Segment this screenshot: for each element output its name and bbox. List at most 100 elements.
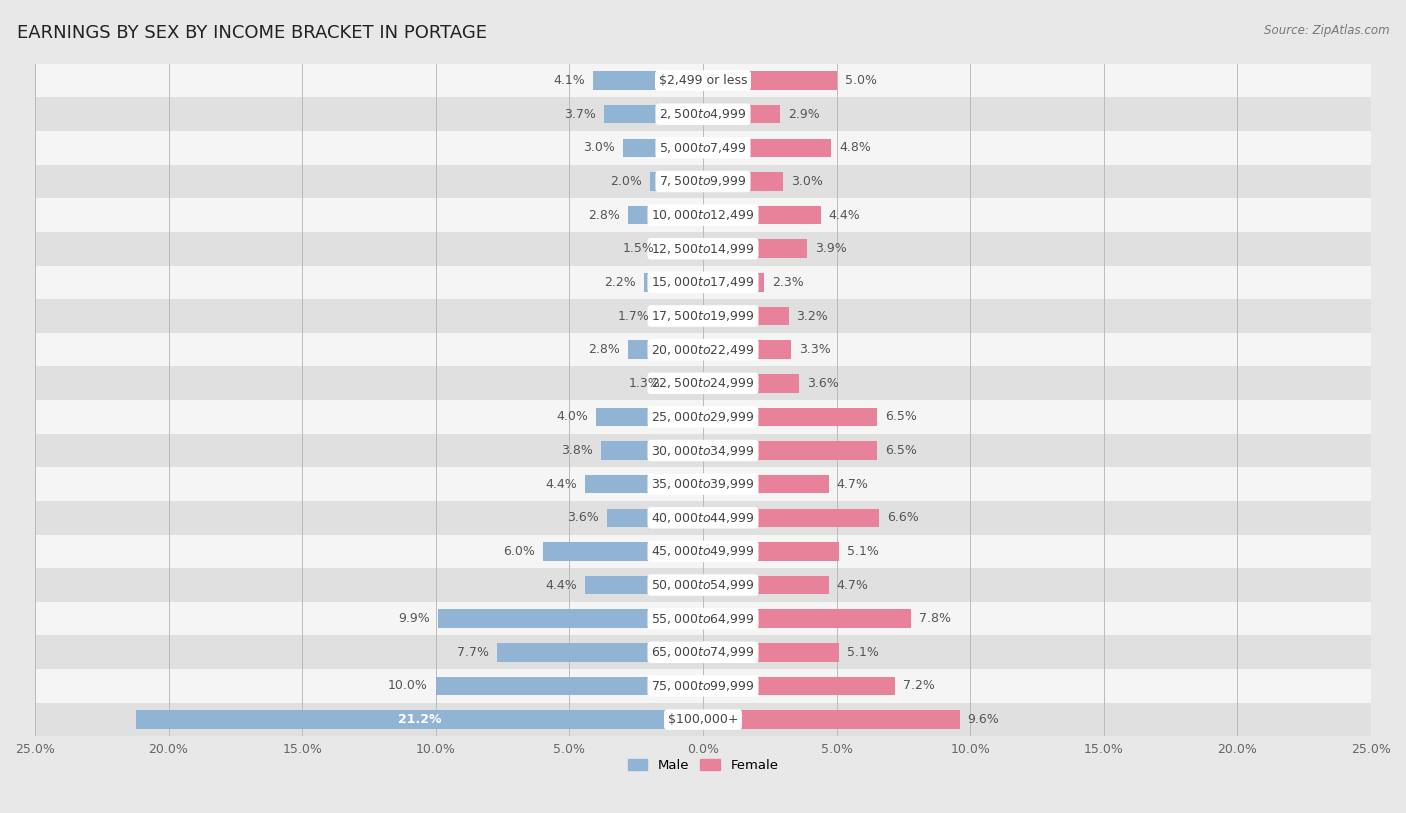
Bar xyxy=(644,273,703,292)
Text: 2.9%: 2.9% xyxy=(789,108,820,120)
Text: $17,500 to $19,999: $17,500 to $19,999 xyxy=(651,309,755,323)
Bar xyxy=(35,333,1371,367)
Text: $40,000 to $44,999: $40,000 to $44,999 xyxy=(651,511,755,524)
Bar xyxy=(596,407,703,426)
Text: $45,000 to $49,999: $45,000 to $49,999 xyxy=(651,545,755,559)
Text: 3.3%: 3.3% xyxy=(799,343,831,356)
Bar xyxy=(703,643,839,662)
Bar xyxy=(703,374,799,393)
Text: 3.2%: 3.2% xyxy=(797,310,828,323)
Text: 2.3%: 2.3% xyxy=(772,276,804,289)
Bar xyxy=(35,165,1371,198)
Text: 3.7%: 3.7% xyxy=(564,108,596,120)
Bar xyxy=(703,206,821,224)
Bar xyxy=(35,367,1371,400)
Bar xyxy=(703,240,807,258)
Text: 3.0%: 3.0% xyxy=(583,141,614,154)
Text: 2.2%: 2.2% xyxy=(605,276,636,289)
Bar xyxy=(703,509,879,527)
Bar xyxy=(35,131,1371,165)
Text: $65,000 to $74,999: $65,000 to $74,999 xyxy=(651,646,755,659)
Text: 6.6%: 6.6% xyxy=(887,511,920,524)
Text: 5.0%: 5.0% xyxy=(845,74,876,87)
Bar xyxy=(35,702,1371,737)
Text: 3.0%: 3.0% xyxy=(792,175,823,188)
Text: 3.9%: 3.9% xyxy=(815,242,846,255)
Bar xyxy=(703,441,877,460)
Bar xyxy=(585,475,703,493)
Text: EARNINGS BY SEX BY INCOME BRACKET IN PORTAGE: EARNINGS BY SEX BY INCOME BRACKET IN POR… xyxy=(17,24,486,42)
Bar xyxy=(35,98,1371,131)
Bar xyxy=(439,610,703,628)
Text: 9.9%: 9.9% xyxy=(399,612,430,625)
Bar xyxy=(35,400,1371,433)
Bar xyxy=(703,341,792,359)
Text: $50,000 to $54,999: $50,000 to $54,999 xyxy=(651,578,755,592)
Bar xyxy=(703,407,877,426)
Bar xyxy=(35,433,1371,467)
Text: $20,000 to $22,499: $20,000 to $22,499 xyxy=(651,342,755,357)
Bar xyxy=(436,676,703,695)
Bar xyxy=(703,542,839,561)
Bar xyxy=(498,643,703,662)
Text: 4.1%: 4.1% xyxy=(554,74,585,87)
Bar xyxy=(35,266,1371,299)
Text: $100,000+: $100,000+ xyxy=(668,713,738,726)
Bar xyxy=(703,676,896,695)
Text: 1.5%: 1.5% xyxy=(623,242,655,255)
Bar xyxy=(607,509,703,527)
Text: 5.1%: 5.1% xyxy=(848,646,879,659)
Bar xyxy=(703,72,837,90)
Text: 2.8%: 2.8% xyxy=(588,343,620,356)
Bar xyxy=(703,307,789,325)
Text: $2,500 to $4,999: $2,500 to $4,999 xyxy=(659,107,747,121)
Text: 2.8%: 2.8% xyxy=(588,209,620,222)
Text: $12,500 to $14,999: $12,500 to $14,999 xyxy=(651,241,755,256)
Text: $10,000 to $12,499: $10,000 to $12,499 xyxy=(651,208,755,222)
Text: 6.0%: 6.0% xyxy=(503,545,534,558)
Text: $7,500 to $9,999: $7,500 to $9,999 xyxy=(659,175,747,189)
Text: $35,000 to $39,999: $35,000 to $39,999 xyxy=(651,477,755,491)
Bar xyxy=(593,72,703,90)
Text: $22,500 to $24,999: $22,500 to $24,999 xyxy=(651,376,755,390)
Bar xyxy=(658,307,703,325)
Text: 3.8%: 3.8% xyxy=(561,444,593,457)
Bar xyxy=(628,206,703,224)
Bar xyxy=(703,475,828,493)
Text: $5,000 to $7,499: $5,000 to $7,499 xyxy=(659,141,747,154)
Bar xyxy=(703,576,828,594)
Bar xyxy=(650,172,703,191)
Bar xyxy=(703,138,831,157)
Bar xyxy=(35,467,1371,501)
Text: 10.0%: 10.0% xyxy=(388,680,427,693)
Text: 2.0%: 2.0% xyxy=(610,175,641,188)
Bar xyxy=(35,636,1371,669)
Text: 4.4%: 4.4% xyxy=(546,478,578,491)
Text: $2,499 or less: $2,499 or less xyxy=(659,74,747,87)
Bar xyxy=(35,232,1371,266)
Bar xyxy=(35,299,1371,333)
Text: 4.0%: 4.0% xyxy=(557,411,588,424)
Bar xyxy=(628,341,703,359)
Bar xyxy=(703,711,959,728)
Text: $75,000 to $99,999: $75,000 to $99,999 xyxy=(651,679,755,693)
Text: $25,000 to $29,999: $25,000 to $29,999 xyxy=(651,410,755,424)
Text: 9.6%: 9.6% xyxy=(967,713,1000,726)
Text: 1.7%: 1.7% xyxy=(617,310,650,323)
Text: 6.5%: 6.5% xyxy=(884,411,917,424)
Bar xyxy=(703,273,765,292)
Text: 3.6%: 3.6% xyxy=(567,511,599,524)
Bar xyxy=(35,198,1371,232)
Legend: Male, Female: Male, Female xyxy=(623,754,783,777)
Text: 5.1%: 5.1% xyxy=(848,545,879,558)
Bar xyxy=(602,441,703,460)
Bar xyxy=(703,105,780,124)
Bar xyxy=(623,138,703,157)
Text: 1.3%: 1.3% xyxy=(628,376,661,389)
Text: 4.7%: 4.7% xyxy=(837,579,869,592)
Text: $15,000 to $17,499: $15,000 to $17,499 xyxy=(651,276,755,289)
Bar xyxy=(35,535,1371,568)
Text: $55,000 to $64,999: $55,000 to $64,999 xyxy=(651,611,755,626)
Text: 6.5%: 6.5% xyxy=(884,444,917,457)
Text: 4.7%: 4.7% xyxy=(837,478,869,491)
